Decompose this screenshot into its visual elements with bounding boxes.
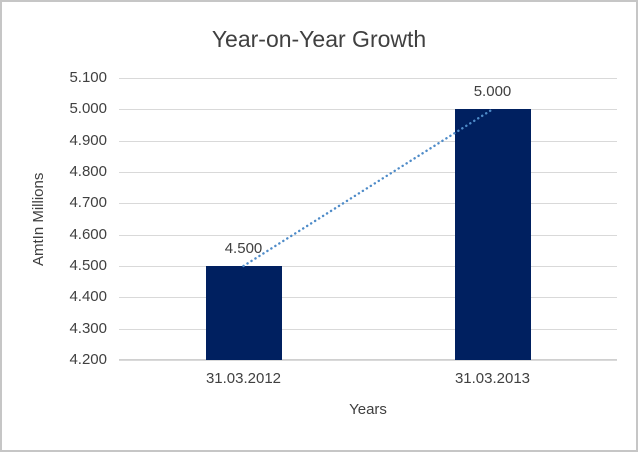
y-tick-label: 4.800 [69, 163, 107, 180]
gridline [119, 109, 617, 110]
x-tick-labels: 31.03.2012 31.03.2013 [119, 370, 617, 390]
y-tick-label: 4.200 [69, 351, 107, 368]
y-tick-label: 4.400 [69, 288, 107, 305]
y-tick-label: 4.500 [69, 257, 107, 274]
gridline [119, 235, 617, 236]
data-label: 5.000 [473, 83, 512, 101]
plot-area: 4.500 5.000 [119, 78, 617, 361]
gridline [119, 172, 617, 173]
y-tick-label: 4.700 [69, 194, 107, 211]
gridline [119, 266, 617, 267]
y-tick-label: 4.300 [69, 320, 107, 337]
y-axis-title: AmtIn Millions [30, 172, 47, 266]
trendline-svg[interactable] [119, 78, 617, 360]
gridline [119, 78, 617, 79]
gridline [119, 141, 617, 142]
y-tick-label: 4.900 [69, 132, 107, 149]
gridline [119, 297, 617, 298]
y-tick-label: 4.600 [69, 226, 107, 243]
gridline [119, 203, 617, 204]
x-tick-label: 31.03.2013 [454, 370, 531, 387]
gridline [119, 360, 617, 361]
data-label: 4.500 [224, 240, 263, 257]
y-tick-label: 5.100 [69, 69, 107, 86]
x-axis-line [119, 359, 617, 360]
bar-31.03.2012[interactable] [205, 266, 282, 360]
x-tick-label: 31.03.2012 [205, 370, 282, 387]
y-tick-label: 5.000 [69, 100, 107, 117]
gridline [119, 329, 617, 330]
chart-title: Year-on-Year Growth [211, 26, 427, 52]
x-axis-title: Years [349, 401, 387, 418]
bar-31.03.2013[interactable] [454, 109, 531, 360]
